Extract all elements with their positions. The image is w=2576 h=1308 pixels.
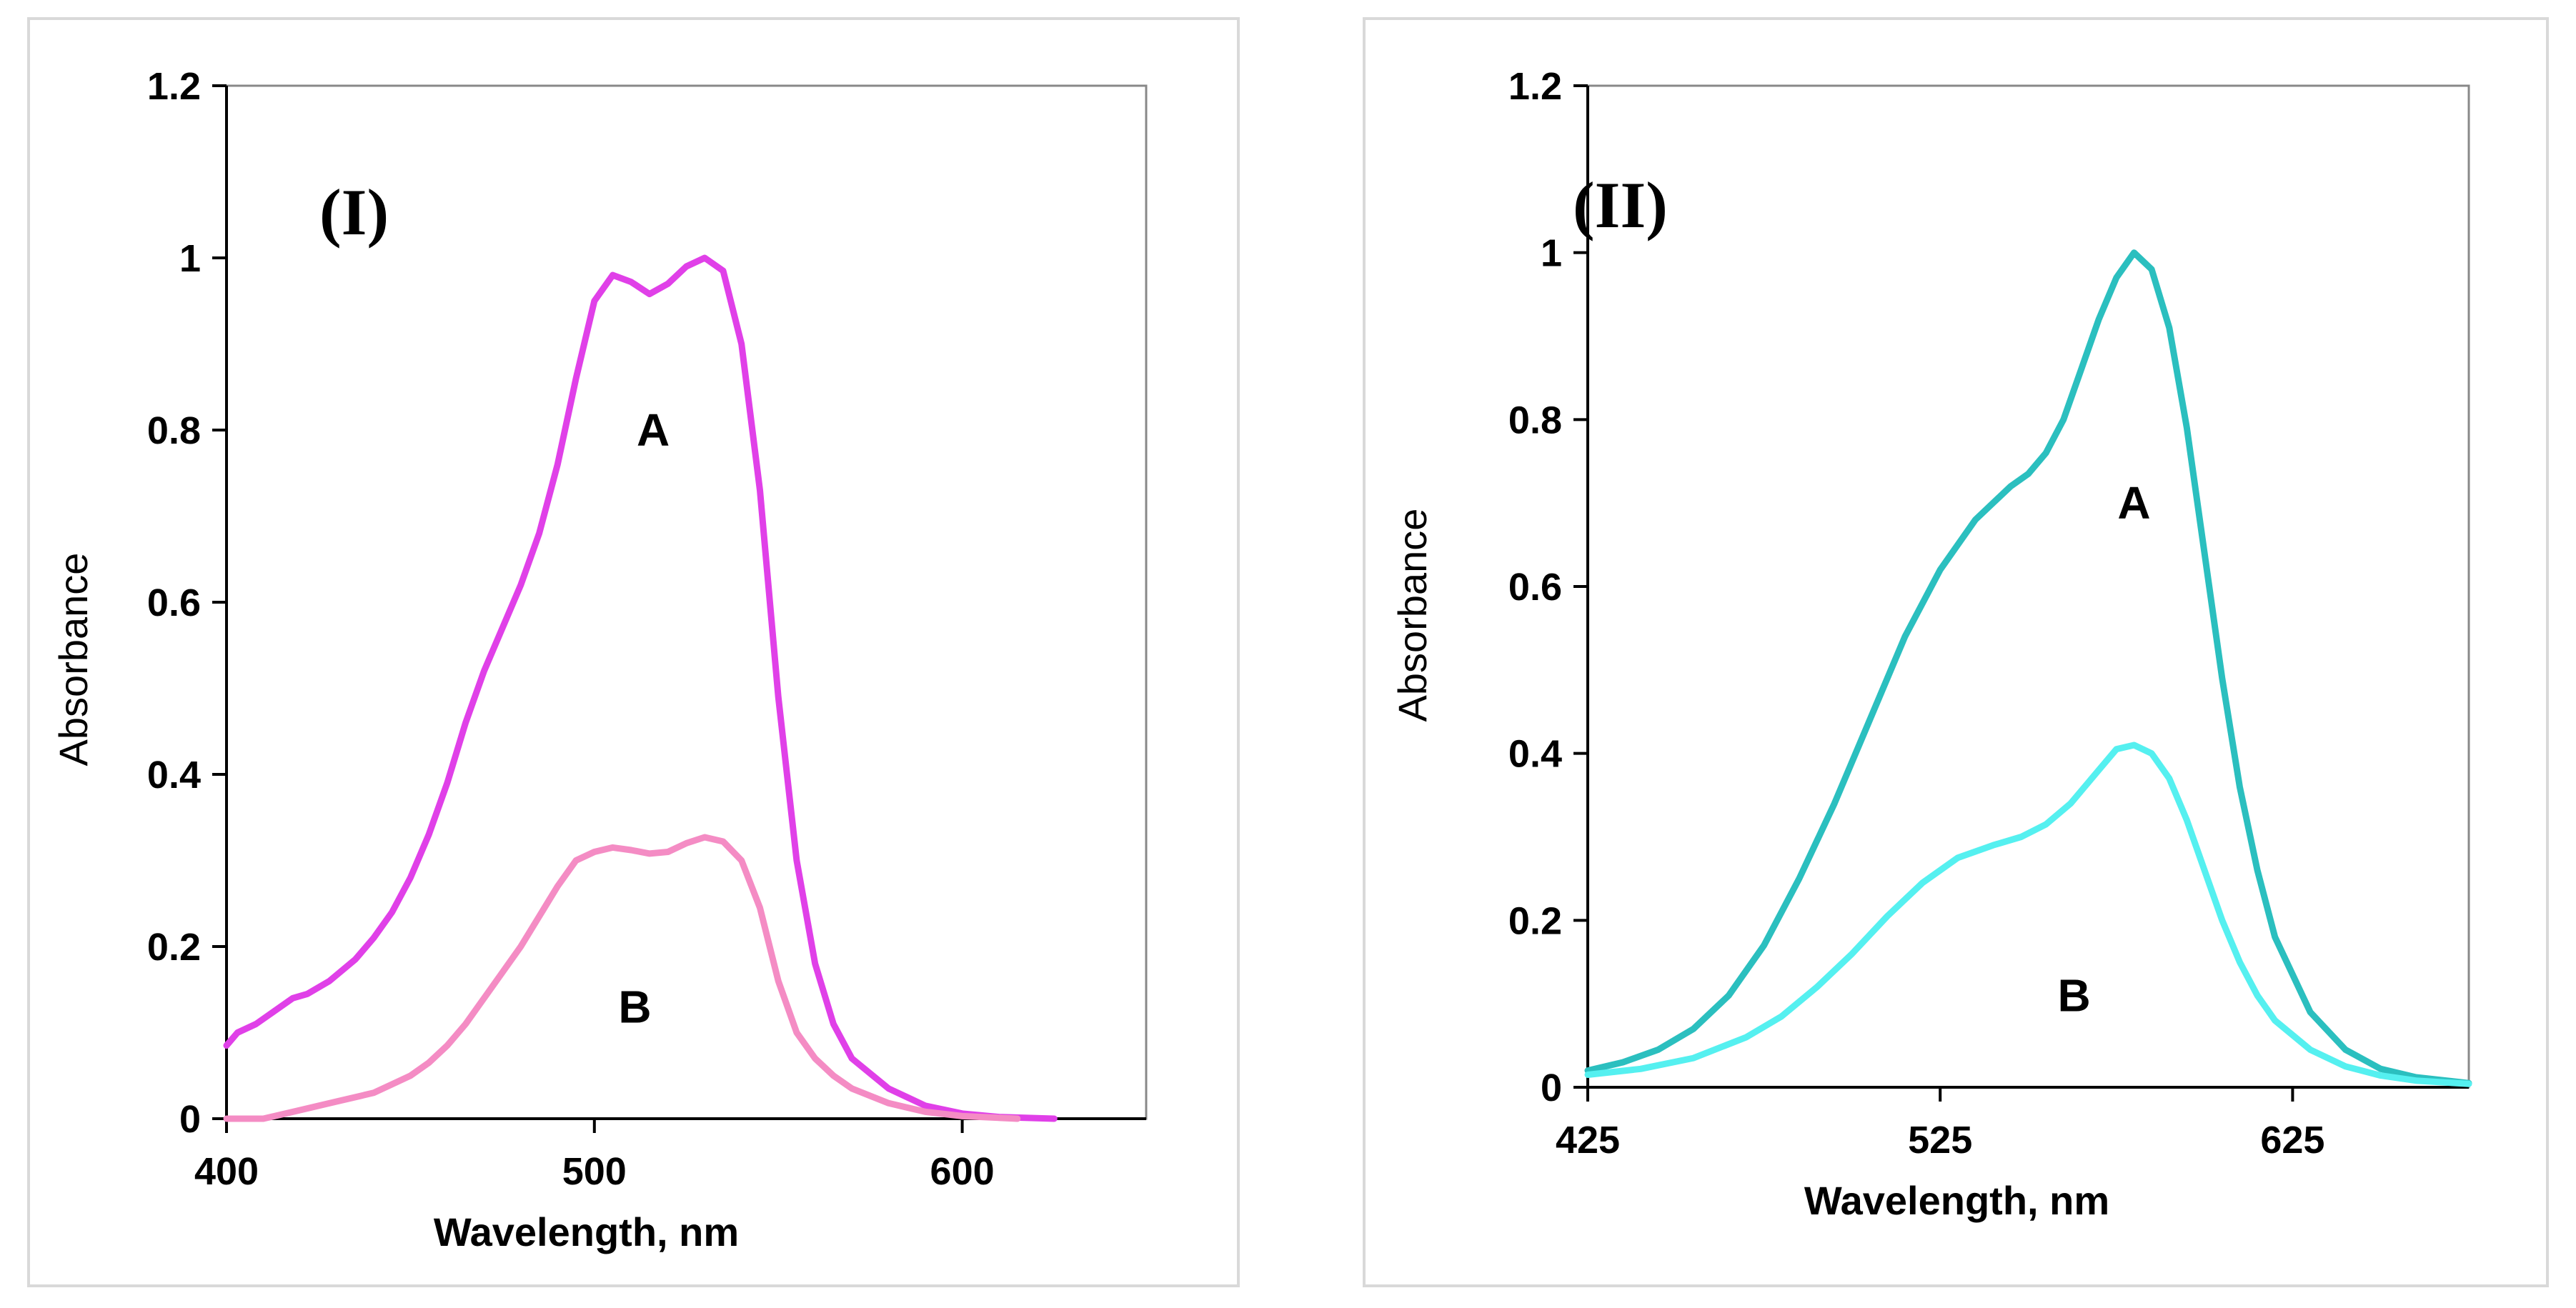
x-tick-label: 400 (194, 1150, 259, 1193)
y-tick-label: 0 (1541, 1067, 1562, 1109)
series-label-a: A (2117, 477, 2150, 529)
panel-label: (I) (319, 176, 389, 249)
y-tick-label: 1 (179, 237, 201, 280)
y-tick-label: 0.4 (1508, 733, 1562, 776)
x-axis-title: Wavelength, nm (434, 1209, 739, 1254)
y-tick-label: 0.8 (1508, 399, 1562, 441)
x-tick-label: 525 (1908, 1119, 1972, 1162)
x-axis-title: Wavelength, nm (1804, 1178, 2109, 1223)
y-tick-label: 0.6 (1508, 566, 1562, 609)
x-tick-label: 600 (930, 1150, 995, 1193)
y-tick-label: 0.8 (147, 409, 201, 452)
y-tick-label: 1 (1541, 232, 1562, 275)
x-tick-label: 425 (1556, 1119, 1620, 1162)
y-axis-title: Absorbance (51, 553, 96, 767)
series-line-a (1584, 249, 2472, 1087)
y-tick-label: 0.2 (147, 926, 201, 969)
y-axis-title: Absorbance (1390, 509, 1435, 722)
plot-area-frame (1586, 84, 2470, 1089)
series-label-b: B (2058, 969, 2091, 1021)
panel-label: (II) (1573, 169, 1668, 241)
chart-1: 0 0.2 0.4 0.6 0.8 1 1.2 400 500 600 Wavelength, nm… (51, 65, 1148, 1254)
y-tick-label: 0 (179, 1098, 201, 1141)
y-tick-label: 1.2 (147, 65, 201, 108)
y-tick-label: 0.4 (147, 754, 201, 797)
series-line-a (223, 254, 1058, 1122)
x-tick-label: 500 (562, 1150, 627, 1193)
y-tick-label: 0.2 (1508, 899, 1562, 942)
y-tick-label: 0.6 (147, 581, 201, 624)
series-line-b (223, 834, 1021, 1122)
chart-2: 0 0.2 0.4 0.6 0.8 1 1.2 425 525 625 Wavelength, nm… (1390, 65, 2472, 1223)
y-tick-label: 1.2 (1508, 65, 1562, 108)
series-label-b: B (618, 981, 651, 1032)
chart-panel-1: 0 0.2 0.4 0.6 0.8 1 1.2 400 500 600 Wavelength, nm… (27, 17, 1240, 1287)
series-label-a: A (637, 404, 670, 456)
series-line-b (1584, 742, 2472, 1087)
x-tick-label: 625 (2260, 1119, 2324, 1162)
chart-panel-2: 0 0.2 0.4 0.6 0.8 1 1.2 425 525 625 Wavelength, nm… (1363, 17, 2549, 1287)
